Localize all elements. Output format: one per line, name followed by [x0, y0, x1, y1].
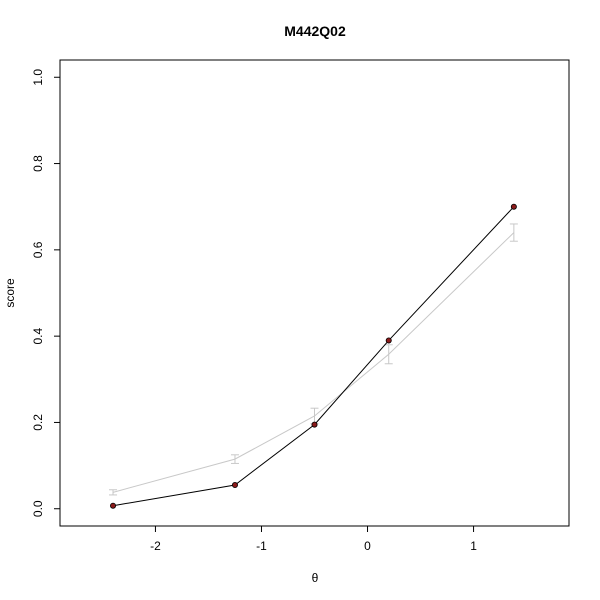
y-tick-label: 0.0 [31, 500, 45, 517]
x-tick-label: 1 [470, 539, 477, 553]
y-tick-label: 0.4 [31, 327, 45, 344]
data-point [510, 203, 517, 210]
plot-frame [59, 59, 570, 527]
x-axis: -2 -1 0 1 [150, 526, 477, 553]
chart-title: M442Q02 [284, 23, 346, 39]
x-tick-label: -1 [256, 539, 267, 553]
y-tick-label: 1.0 [31, 69, 45, 86]
y-axis: 0.0 0.2 0.4 0.6 0.8 1.0 [31, 69, 60, 517]
x-tick-label: 0 [364, 539, 371, 553]
y-tick-label: 0.2 [31, 414, 45, 431]
y-axis-label: score [3, 278, 17, 308]
data-point [110, 502, 117, 509]
series-1-line [112, 206, 515, 507]
x-axis-label: θ [312, 571, 319, 585]
y-tick-label: 0.6 [31, 241, 45, 258]
series-layer [109, 203, 518, 509]
data-point [385, 337, 392, 344]
x-tick-label: -2 [150, 539, 161, 553]
data-point [311, 421, 318, 428]
data-point [231, 482, 238, 489]
y-tick-label: 0.8 [31, 155, 45, 172]
